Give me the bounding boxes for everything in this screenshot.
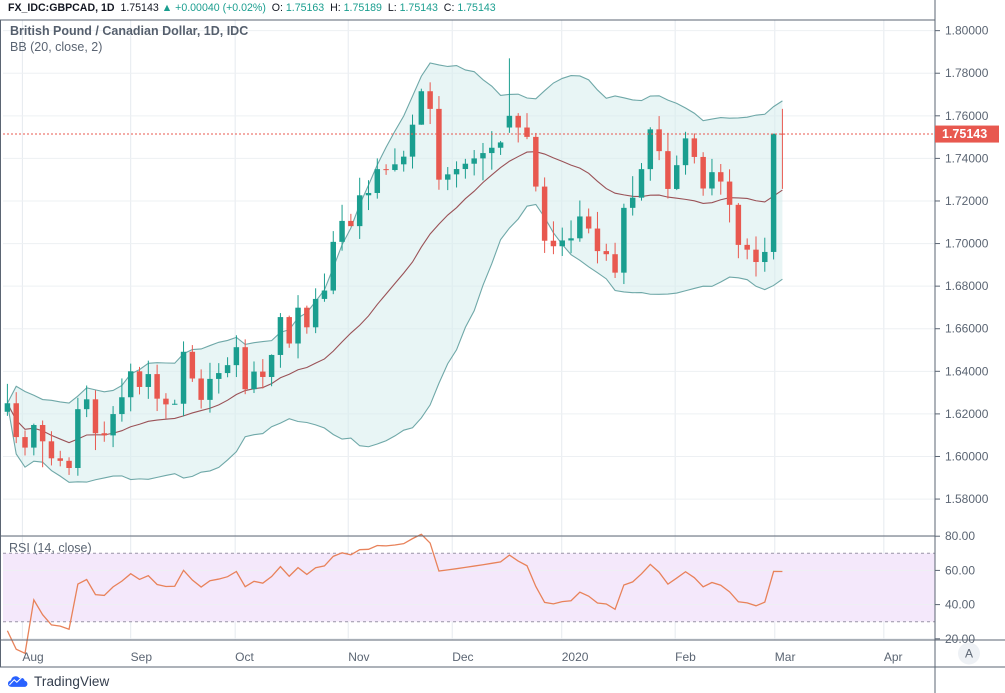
svg-text:40.00: 40.00 <box>945 598 975 612</box>
svg-text:1.75143: 1.75143 <box>942 127 987 141</box>
svg-text:Apr: Apr <box>884 650 903 664</box>
svg-text:Dec: Dec <box>452 650 473 664</box>
svg-text:1.58000: 1.58000 <box>945 492 989 506</box>
svg-text:Oct: Oct <box>235 650 254 664</box>
svg-text:Sep: Sep <box>131 650 153 664</box>
svg-text:Aug: Aug <box>22 650 43 664</box>
svg-text:1.62000: 1.62000 <box>945 407 989 421</box>
svg-text:Feb: Feb <box>675 650 696 664</box>
svg-text:2020: 2020 <box>562 650 589 664</box>
svg-text:1.68000: 1.68000 <box>945 279 989 293</box>
svg-text:Nov: Nov <box>348 650 369 664</box>
svg-text:1.76000: 1.76000 <box>945 109 989 123</box>
svg-text:1.80000: 1.80000 <box>945 24 989 38</box>
svg-text:A: A <box>965 647 973 661</box>
svg-text:60.00: 60.00 <box>945 563 975 577</box>
svg-text:1.74000: 1.74000 <box>945 151 989 165</box>
svg-text:1.70000: 1.70000 <box>945 237 989 251</box>
svg-text:1.64000: 1.64000 <box>945 364 989 378</box>
svg-text:80.00: 80.00 <box>945 529 975 543</box>
svg-text:1.72000: 1.72000 <box>945 194 989 208</box>
svg-text:1.66000: 1.66000 <box>945 322 989 336</box>
svg-text:Mar: Mar <box>775 650 796 664</box>
svg-text:1.60000: 1.60000 <box>945 449 989 463</box>
svg-text:1.78000: 1.78000 <box>945 66 989 80</box>
svg-text:RSI (14, close): RSI (14, close) <box>9 541 92 555</box>
